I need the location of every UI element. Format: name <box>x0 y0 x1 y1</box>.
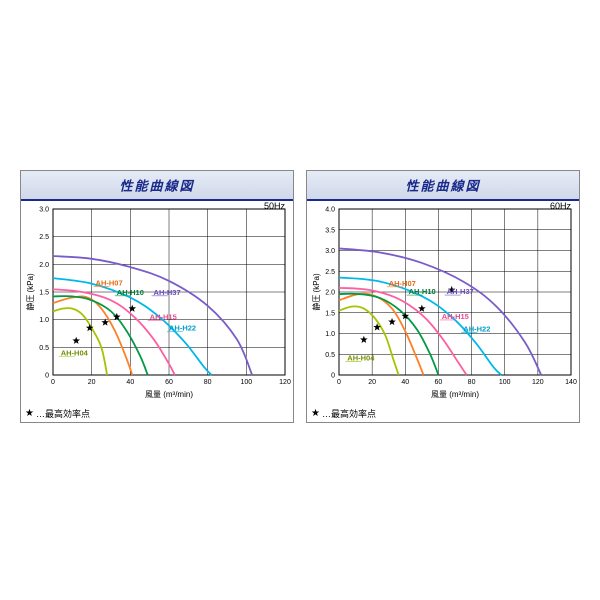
panel-header: 性能曲線図 <box>21 171 293 201</box>
svg-text:1.5: 1.5 <box>39 290 49 297</box>
svg-text:140: 140 <box>565 379 577 386</box>
svg-text:静圧 (kPa): 静圧 (kPa) <box>311 273 321 311</box>
label-AH-H04: AH-H04 <box>347 353 375 362</box>
svg-text:0: 0 <box>337 379 341 386</box>
svg-text:0: 0 <box>51 379 55 386</box>
label-AH-H10: AH-H10 <box>117 288 144 297</box>
star-icon: ★ <box>25 408 34 419</box>
svg-text:80: 80 <box>468 379 476 386</box>
label-AH-H15: AH-H15 <box>150 313 177 322</box>
star-AH-H04 <box>360 336 368 343</box>
svg-text:静圧 (kPa): 静圧 (kPa) <box>25 273 35 311</box>
svg-text:40: 40 <box>126 379 134 386</box>
label-AH-H10: AH-H10 <box>409 287 436 296</box>
panel-p50: 性能曲線図 50Hz 0 20 40 60 80 100 120 0 0.5 1.0 1.5 2.0 2… <box>20 170 294 423</box>
svg-text:2.0: 2.0 <box>39 262 49 269</box>
svg-text:60: 60 <box>165 379 173 386</box>
chart-p50: 0 20 40 60 80 100 120 0 0.5 1.0 1.5 2.0 2.5 3.0 風量 (m³… <box>21 201 293 401</box>
label-AH-H37: AH-H37 <box>154 288 181 297</box>
star-AH-H22 <box>418 305 426 312</box>
svg-text:2.5: 2.5 <box>39 234 49 241</box>
star-AH-H22 <box>128 305 136 312</box>
svg-text:3.5: 3.5 <box>325 227 335 234</box>
footnote-text: …最高効率点 <box>322 407 376 420</box>
star-icon: ★ <box>311 408 320 419</box>
hz-label: 60Hz <box>550 201 571 211</box>
footnote-text: …最高効率点 <box>36 407 90 420</box>
panels-row: 性能曲線図 50Hz 0 20 40 60 80 100 120 0 0.5 1.0 1.5 2.0 2… <box>20 170 580 423</box>
svg-text:0.5: 0.5 <box>325 352 335 359</box>
panel-header: 性能曲線図 <box>307 171 579 201</box>
label-AH-H04: AH-H04 <box>61 349 89 358</box>
label-AH-H37: AH-H37 <box>447 287 474 296</box>
panel-title: 性能曲線図 <box>405 176 480 195</box>
svg-text:100: 100 <box>240 379 252 386</box>
label-AH-H22: AH-H22 <box>169 324 196 333</box>
chart-p60: 0 20 40 60 80 100 120 140 0 0.5 1.0 1.5 2.0 2.5 3.0 3.5… <box>307 201 579 401</box>
star-AH-H10 <box>388 318 396 325</box>
label-AH-H22: AH-H22 <box>463 324 490 333</box>
svg-text:4.0: 4.0 <box>325 207 335 214</box>
svg-text:3.0: 3.0 <box>325 248 335 255</box>
svg-text:0: 0 <box>331 373 335 380</box>
panel-title: 性能曲線図 <box>119 176 194 195</box>
svg-text:1.0: 1.0 <box>39 317 49 324</box>
svg-text:20: 20 <box>368 379 376 386</box>
panel-p60: 性能曲線図 60Hz 0 20 40 60 80 100 120 140 0 0.5 1.0 1.5 2… <box>306 170 580 423</box>
svg-text:風量 (m³/min): 風量 (m³/min) <box>145 390 193 399</box>
curve-AH-H04 <box>53 308 107 375</box>
curve-AH-H04 <box>339 306 399 375</box>
svg-text:0: 0 <box>45 373 49 380</box>
svg-text:80: 80 <box>204 379 212 386</box>
page: 性能曲線図 50Hz 0 20 40 60 80 100 120 0 0.5 1.0 1.5 2.0 2… <box>0 0 600 600</box>
svg-text:40: 40 <box>401 379 409 386</box>
svg-text:1.5: 1.5 <box>325 310 335 317</box>
label-AH-H15: AH-H15 <box>442 312 469 321</box>
footnote: ★ …最高効率点 <box>307 405 579 422</box>
svg-text:20: 20 <box>88 379 96 386</box>
svg-text:0.5: 0.5 <box>39 345 49 352</box>
svg-text:2.5: 2.5 <box>325 269 335 276</box>
svg-text:3.0: 3.0 <box>39 207 49 214</box>
label-AH-H07: AH-H07 <box>96 278 123 287</box>
hz-label: 50Hz <box>264 201 285 211</box>
svg-text:120: 120 <box>279 379 291 386</box>
footnote: ★ …最高効率点 <box>21 405 293 422</box>
svg-text:1.0: 1.0 <box>325 331 335 338</box>
svg-text:風量 (m³/min): 風量 (m³/min) <box>431 390 479 399</box>
svg-text:120: 120 <box>532 379 544 386</box>
curve-AH-H15 <box>53 289 175 375</box>
svg-text:2.0: 2.0 <box>325 290 335 297</box>
star-AH-H04 <box>72 337 80 344</box>
svg-text:60: 60 <box>435 379 443 386</box>
svg-text:100: 100 <box>499 379 511 386</box>
